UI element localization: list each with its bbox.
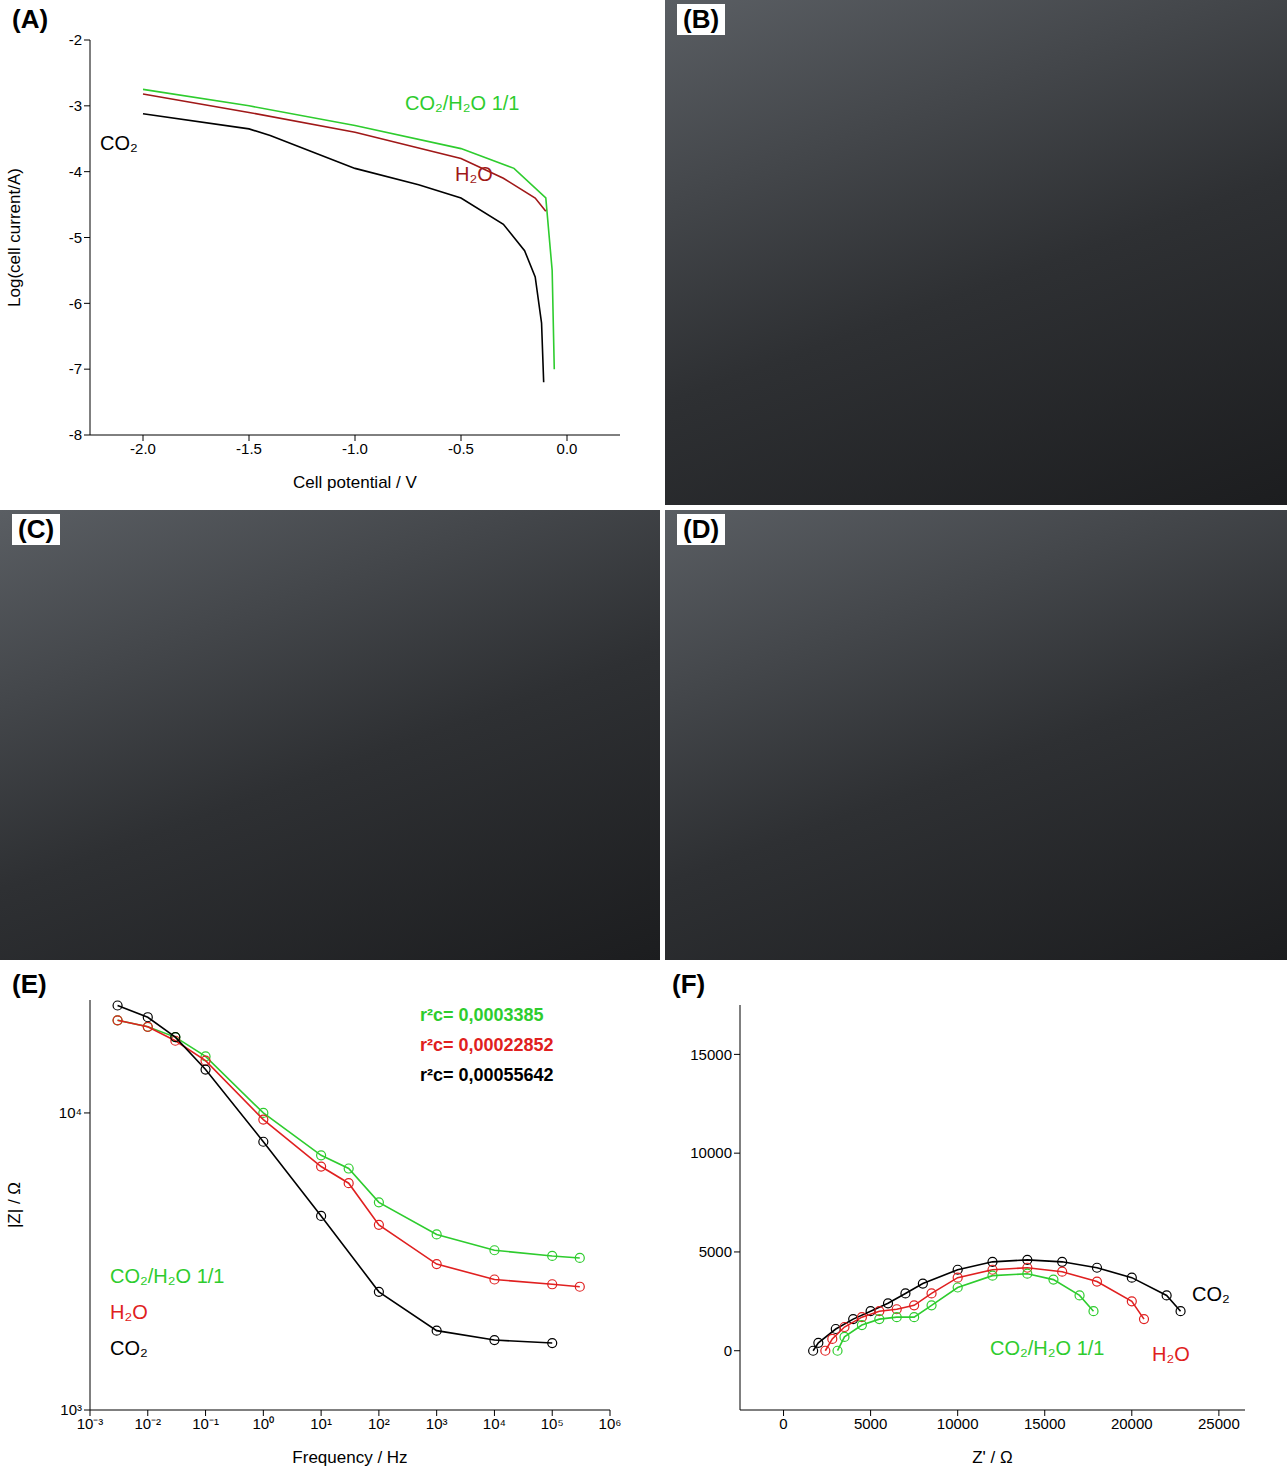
html-text:CO₂: CO₂ (1192, 1283, 1230, 1305)
html-text:H₂O: H₂O (1152, 1343, 1190, 1365)
svg-text:Cell potential / V: Cell potential / V (293, 473, 417, 492)
html-text:(B): (B) (683, 4, 720, 34)
html-text:r²c= 0,00022852: r²c= 0,00022852 (420, 1035, 554, 1055)
svg-text:20000: 20000 (1111, 1415, 1153, 1432)
svg-text:10³: 10³ (426, 1415, 448, 1432)
svg-text:-3: -3 (69, 97, 82, 114)
svg-text:-4: -4 (69, 163, 82, 180)
html-text:CO₂/H₂O 1/1: CO₂/H₂O 1/1 (405, 92, 520, 114)
html-text:(E): (E) (12, 969, 47, 999)
svg-text:10⁴: 10⁴ (483, 1415, 506, 1432)
svg-text:-0.5: -0.5 (448, 440, 474, 457)
svg-text:Log(cell current/A): Log(cell current/A) (5, 168, 24, 307)
html-text:(F): (F) (672, 969, 706, 999)
svg-text:|Z| / Ω: |Z| / Ω (5, 1182, 24, 1228)
svg-text:10¹: 10¹ (310, 1415, 332, 1432)
svg-text:10⁵: 10⁵ (541, 1415, 564, 1432)
html-text:H₂O: H₂O (455, 163, 493, 185)
html-text:CO₂/H₂O 1/1: CO₂/H₂O 1/1 (110, 1265, 225, 1287)
svg-text:10²: 10² (368, 1415, 390, 1432)
svg-text:-6: -6 (69, 295, 82, 312)
html-text:(D): (D) (683, 514, 720, 544)
html-text:H₂O: H₂O (110, 1301, 148, 1323)
html-text:(A): (A) (12, 4, 49, 34)
svg-text:0: 0 (724, 1342, 732, 1359)
html-text:CO₂: CO₂ (100, 132, 138, 154)
svg-text:10⁻²: 10⁻² (134, 1415, 161, 1432)
svg-text:-1.5: -1.5 (236, 440, 262, 457)
svg-text:-5: -5 (69, 229, 82, 246)
svg-text:10000: 10000 (690, 1144, 732, 1161)
svg-text:5000: 5000 (699, 1243, 732, 1260)
html-text:r²c= 0,0003385: r²c= 0,0003385 (420, 1005, 544, 1025)
svg-text:10³: 10³ (60, 1401, 82, 1418)
svg-text:0.0: 0.0 (557, 440, 578, 457)
svg-text:10000: 10000 (937, 1415, 979, 1432)
svg-text:0: 0 (779, 1415, 787, 1432)
html-text:CO₂/H₂O 1/1: CO₂/H₂O 1/1 (990, 1337, 1105, 1359)
html-text:(C): (C) (18, 514, 55, 544)
html-text:r²c= 0,00055642: r²c= 0,00055642 (420, 1065, 554, 1085)
svg-text:10⁰: 10⁰ (252, 1415, 274, 1432)
html-text:CO₂: CO₂ (110, 1337, 148, 1359)
svg-text:15000: 15000 (690, 1046, 732, 1063)
svg-text:10⁻¹: 10⁻¹ (192, 1415, 219, 1432)
svg-text:-1.0: -1.0 (342, 440, 368, 457)
svg-text:-7: -7 (69, 360, 82, 377)
svg-text:-8: -8 (69, 426, 82, 443)
svg-text:10⁴: 10⁴ (59, 1104, 82, 1121)
svg-text:5000: 5000 (854, 1415, 887, 1432)
svg-text:10⁶: 10⁶ (599, 1415, 622, 1432)
svg-text:15000: 15000 (1024, 1415, 1066, 1432)
svg-text:25000: 25000 (1198, 1415, 1240, 1432)
svg-text:Frequency / Hz: Frequency / Hz (292, 1448, 407, 1467)
svg-text:-2: -2 (69, 31, 82, 48)
svg-text:10⁻³: 10⁻³ (76, 1414, 104, 1432)
svg-text:-2.0: -2.0 (130, 440, 156, 457)
svg-text:Z' / Ω: Z' / Ω (972, 1448, 1013, 1467)
